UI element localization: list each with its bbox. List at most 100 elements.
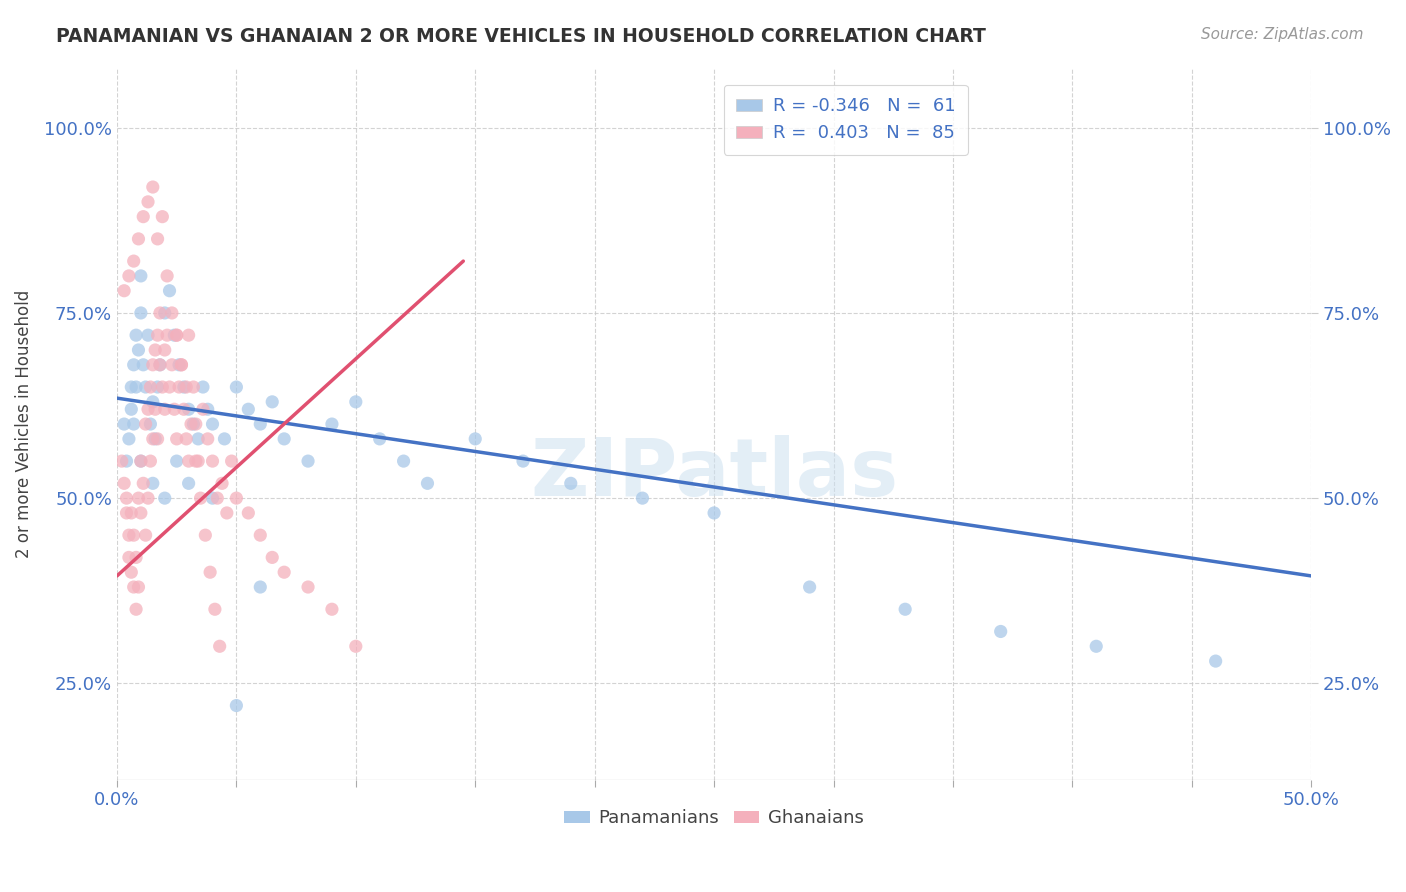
Point — [118, 432, 141, 446]
Point — [153, 343, 176, 357]
Point — [183, 417, 205, 431]
Point — [118, 528, 141, 542]
Point — [215, 506, 238, 520]
Point — [183, 380, 205, 394]
Point — [211, 476, 233, 491]
Point — [159, 380, 181, 394]
Point — [170, 358, 193, 372]
Point — [127, 232, 149, 246]
Point — [156, 268, 179, 283]
Point — [142, 394, 165, 409]
Point — [122, 417, 145, 431]
Point — [122, 580, 145, 594]
Y-axis label: 2 or more Vehicles in Household: 2 or more Vehicles in Household — [15, 290, 32, 558]
Point — [191, 402, 214, 417]
Point — [201, 491, 224, 505]
Point — [120, 565, 142, 579]
Point — [120, 380, 142, 394]
Point — [703, 506, 725, 520]
Point — [127, 580, 149, 594]
Point — [198, 565, 221, 579]
Point — [174, 432, 197, 446]
Point — [129, 454, 152, 468]
Point — [184, 417, 207, 431]
Point — [143, 343, 166, 357]
Point — [167, 358, 190, 372]
Point — [166, 432, 188, 446]
Point — [129, 268, 152, 283]
Point — [129, 454, 152, 468]
Point — [177, 454, 200, 468]
Point — [249, 580, 271, 594]
Point — [368, 432, 391, 446]
Point — [153, 402, 176, 417]
Point — [187, 432, 209, 446]
Text: PANAMANIAN VS GHANAIAN 2 OR MORE VEHICLES IN HOUSEHOLD CORRELATION CHART: PANAMANIAN VS GHANAIAN 2 OR MORE VEHICLE… — [56, 27, 986, 45]
Point — [118, 550, 141, 565]
Point — [512, 454, 534, 468]
Point — [132, 476, 155, 491]
Text: ZIPatlas: ZIPatlas — [530, 434, 898, 513]
Point — [150, 210, 173, 224]
Point — [321, 602, 343, 616]
Point — [201, 454, 224, 468]
Point — [156, 328, 179, 343]
Point — [187, 454, 209, 468]
Point — [120, 506, 142, 520]
Point — [225, 380, 247, 394]
Point — [273, 565, 295, 579]
Point — [139, 417, 162, 431]
Point — [174, 380, 197, 394]
Point — [125, 380, 148, 394]
Point — [112, 476, 135, 491]
Point — [125, 602, 148, 616]
Point — [112, 284, 135, 298]
Point — [344, 394, 367, 409]
Point — [153, 306, 176, 320]
Point — [142, 358, 165, 372]
Point — [146, 232, 169, 246]
Point — [118, 268, 141, 283]
Legend: Panamanians, Ghanaians: Panamanians, Ghanaians — [557, 802, 872, 835]
Point — [115, 454, 138, 468]
Point — [153, 491, 176, 505]
Point — [115, 491, 138, 505]
Point — [150, 380, 173, 394]
Point — [1205, 654, 1227, 668]
Point — [160, 306, 183, 320]
Point — [177, 328, 200, 343]
Point — [297, 580, 319, 594]
Point — [208, 640, 231, 654]
Point — [177, 476, 200, 491]
Point — [221, 454, 243, 468]
Point — [132, 210, 155, 224]
Point — [127, 491, 149, 505]
Point — [214, 432, 236, 446]
Point — [122, 254, 145, 268]
Point — [142, 432, 165, 446]
Point — [111, 454, 134, 468]
Point — [146, 380, 169, 394]
Point — [122, 528, 145, 542]
Point — [197, 432, 219, 446]
Point — [173, 402, 195, 417]
Point — [143, 402, 166, 417]
Point — [136, 194, 159, 209]
Point — [136, 328, 159, 343]
Point — [135, 380, 157, 394]
Point — [166, 328, 188, 343]
Point — [249, 417, 271, 431]
Point — [146, 328, 169, 343]
Point — [225, 491, 247, 505]
Point — [262, 394, 284, 409]
Point — [129, 306, 152, 320]
Point — [190, 491, 212, 505]
Point — [262, 550, 284, 565]
Point — [120, 402, 142, 417]
Point — [894, 602, 917, 616]
Point — [173, 380, 195, 394]
Point — [392, 454, 415, 468]
Point — [249, 528, 271, 542]
Point — [127, 343, 149, 357]
Point — [160, 358, 183, 372]
